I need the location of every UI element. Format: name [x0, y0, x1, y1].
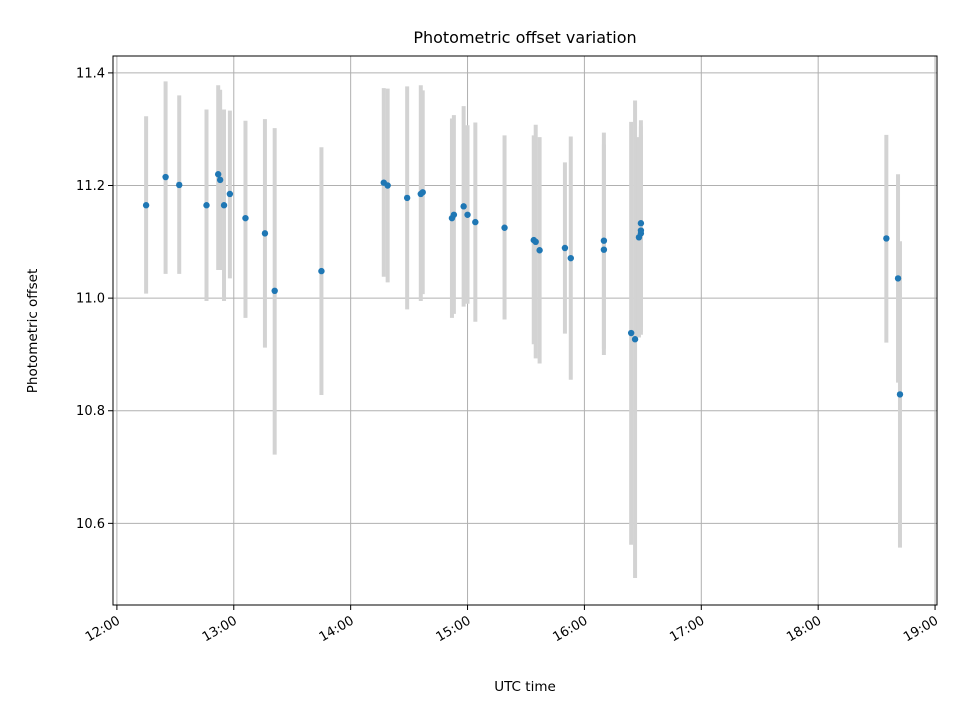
data-point	[536, 247, 543, 254]
x-tick-label: 17:00	[667, 613, 707, 645]
data-point	[318, 267, 325, 275]
y-tick-label: 10.6	[76, 517, 105, 532]
data-point	[501, 224, 508, 231]
data-point	[450, 211, 458, 218]
data-point	[894, 275, 902, 282]
data-point	[242, 214, 249, 222]
data-point	[176, 181, 183, 189]
data-point	[627, 329, 635, 337]
data-point	[631, 336, 639, 343]
data-point	[464, 211, 471, 218]
y-tick-label: 11.2	[76, 179, 105, 194]
data-point	[600, 246, 608, 253]
data-point	[460, 203, 467, 210]
x-tick-label: 16:00	[550, 613, 590, 645]
data-point	[216, 176, 224, 184]
data-point	[637, 220, 645, 227]
data-point	[384, 182, 391, 189]
x-tick-label: 13:00	[200, 613, 240, 645]
data-point	[600, 237, 608, 244]
x-tick-label: 15:00	[434, 613, 474, 645]
x-tick-label: 14:00	[317, 613, 357, 645]
y-tick-label: 11.4	[76, 66, 105, 81]
grid	[113, 56, 937, 605]
data-point	[261, 230, 269, 237]
data-point	[637, 227, 645, 234]
y-tick-label: 10.8	[76, 404, 105, 419]
data-point	[271, 287, 278, 295]
chart-title: Photometric offset variation	[413, 28, 636, 47]
data-point	[419, 189, 426, 196]
data-point	[220, 202, 228, 209]
data-point	[214, 171, 222, 178]
data-point	[567, 254, 574, 262]
data-point	[472, 218, 479, 226]
x-axis-label: UTC time	[494, 679, 556, 695]
data-point	[203, 202, 210, 209]
y-axis-label: Photometric offset	[25, 269, 41, 393]
data-point	[532, 238, 539, 246]
data-point	[226, 190, 234, 198]
error-bars	[144, 81, 902, 578]
data-point	[142, 202, 150, 209]
plot-frame	[112, 55, 938, 606]
data-point	[403, 194, 411, 202]
data-point	[883, 235, 890, 242]
data-point	[162, 173, 169, 181]
x-tick-label: 12:00	[83, 613, 123, 645]
data-point	[896, 391, 904, 398]
x-tick-label: 19:00	[901, 613, 941, 645]
y-tick-label: 11.0	[76, 292, 105, 307]
data-point	[561, 244, 569, 252]
data-points	[142, 171, 904, 398]
x-tick-label: 18:00	[784, 613, 824, 645]
